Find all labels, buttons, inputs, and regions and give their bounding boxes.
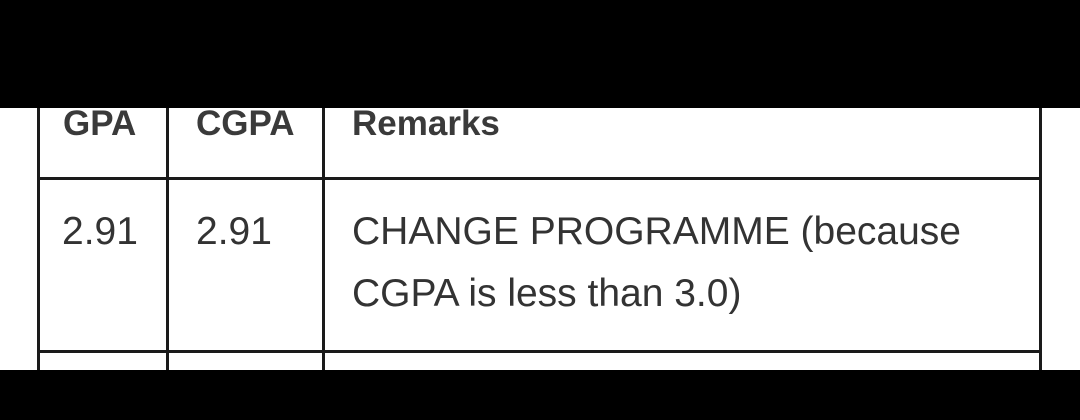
cell-remarks-line2: CGPA is less than 3.0) <box>352 272 742 315</box>
header-divider <box>37 177 1042 180</box>
results-table: GPA CGPA Remarks 2.91 2.91 CHANGE PROGRA… <box>37 108 1042 370</box>
results-panel: GPA CGPA Remarks 2.91 2.91 CHANGE PROGRA… <box>0 108 1080 370</box>
column-divider <box>322 108 325 370</box>
cell-cgpa: 2.91 <box>196 210 272 253</box>
header-remarks: Remarks <box>352 108 500 143</box>
table-border-left <box>37 108 40 370</box>
cell-gpa: 2.91 <box>62 210 138 253</box>
header-gpa: GPA <box>63 108 137 143</box>
table-border-bottom <box>37 350 1042 353</box>
table-border-right <box>1039 108 1042 370</box>
cell-remarks-line1: CHANGE PROGRAMME (because <box>352 210 961 253</box>
header-cgpa: CGPA <box>196 108 295 143</box>
column-divider <box>166 108 169 370</box>
